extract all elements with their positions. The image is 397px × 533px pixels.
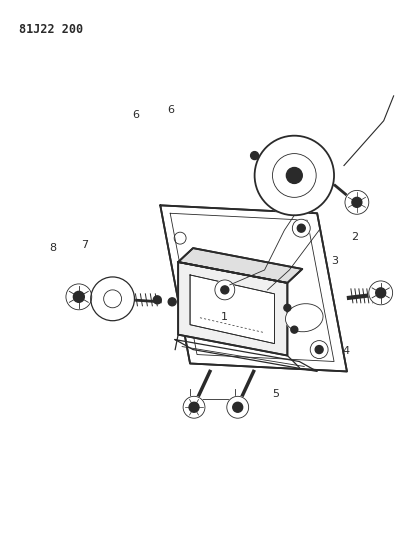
Circle shape: [221, 286, 229, 294]
Circle shape: [215, 280, 235, 300]
Circle shape: [168, 298, 176, 306]
Circle shape: [73, 292, 84, 302]
Ellipse shape: [285, 304, 323, 332]
Text: 8: 8: [49, 243, 56, 253]
Text: 3: 3: [331, 256, 338, 266]
Circle shape: [66, 284, 92, 310]
Text: 6: 6: [132, 110, 139, 120]
Circle shape: [345, 190, 369, 214]
Polygon shape: [190, 275, 274, 344]
Polygon shape: [178, 248, 302, 283]
Text: 6: 6: [168, 105, 174, 115]
Circle shape: [254, 136, 334, 215]
Circle shape: [292, 219, 310, 237]
Circle shape: [183, 397, 205, 418]
Circle shape: [227, 397, 249, 418]
Text: 7: 7: [81, 240, 88, 251]
Text: 4: 4: [343, 346, 350, 357]
Circle shape: [251, 151, 258, 159]
Circle shape: [233, 402, 243, 412]
Circle shape: [297, 224, 305, 232]
Circle shape: [284, 304, 291, 311]
Circle shape: [286, 167, 302, 183]
Circle shape: [291, 326, 298, 333]
Circle shape: [310, 341, 328, 359]
Circle shape: [315, 345, 323, 353]
Text: 2: 2: [351, 232, 358, 243]
Circle shape: [91, 277, 135, 321]
Text: 1: 1: [221, 312, 227, 322]
Text: 81J22 200: 81J22 200: [19, 23, 83, 36]
Polygon shape: [160, 205, 347, 372]
Circle shape: [153, 296, 161, 304]
Circle shape: [376, 288, 385, 298]
Circle shape: [352, 197, 362, 207]
Text: 5: 5: [272, 389, 279, 399]
Polygon shape: [178, 262, 287, 356]
Circle shape: [189, 402, 199, 412]
Circle shape: [369, 281, 393, 305]
